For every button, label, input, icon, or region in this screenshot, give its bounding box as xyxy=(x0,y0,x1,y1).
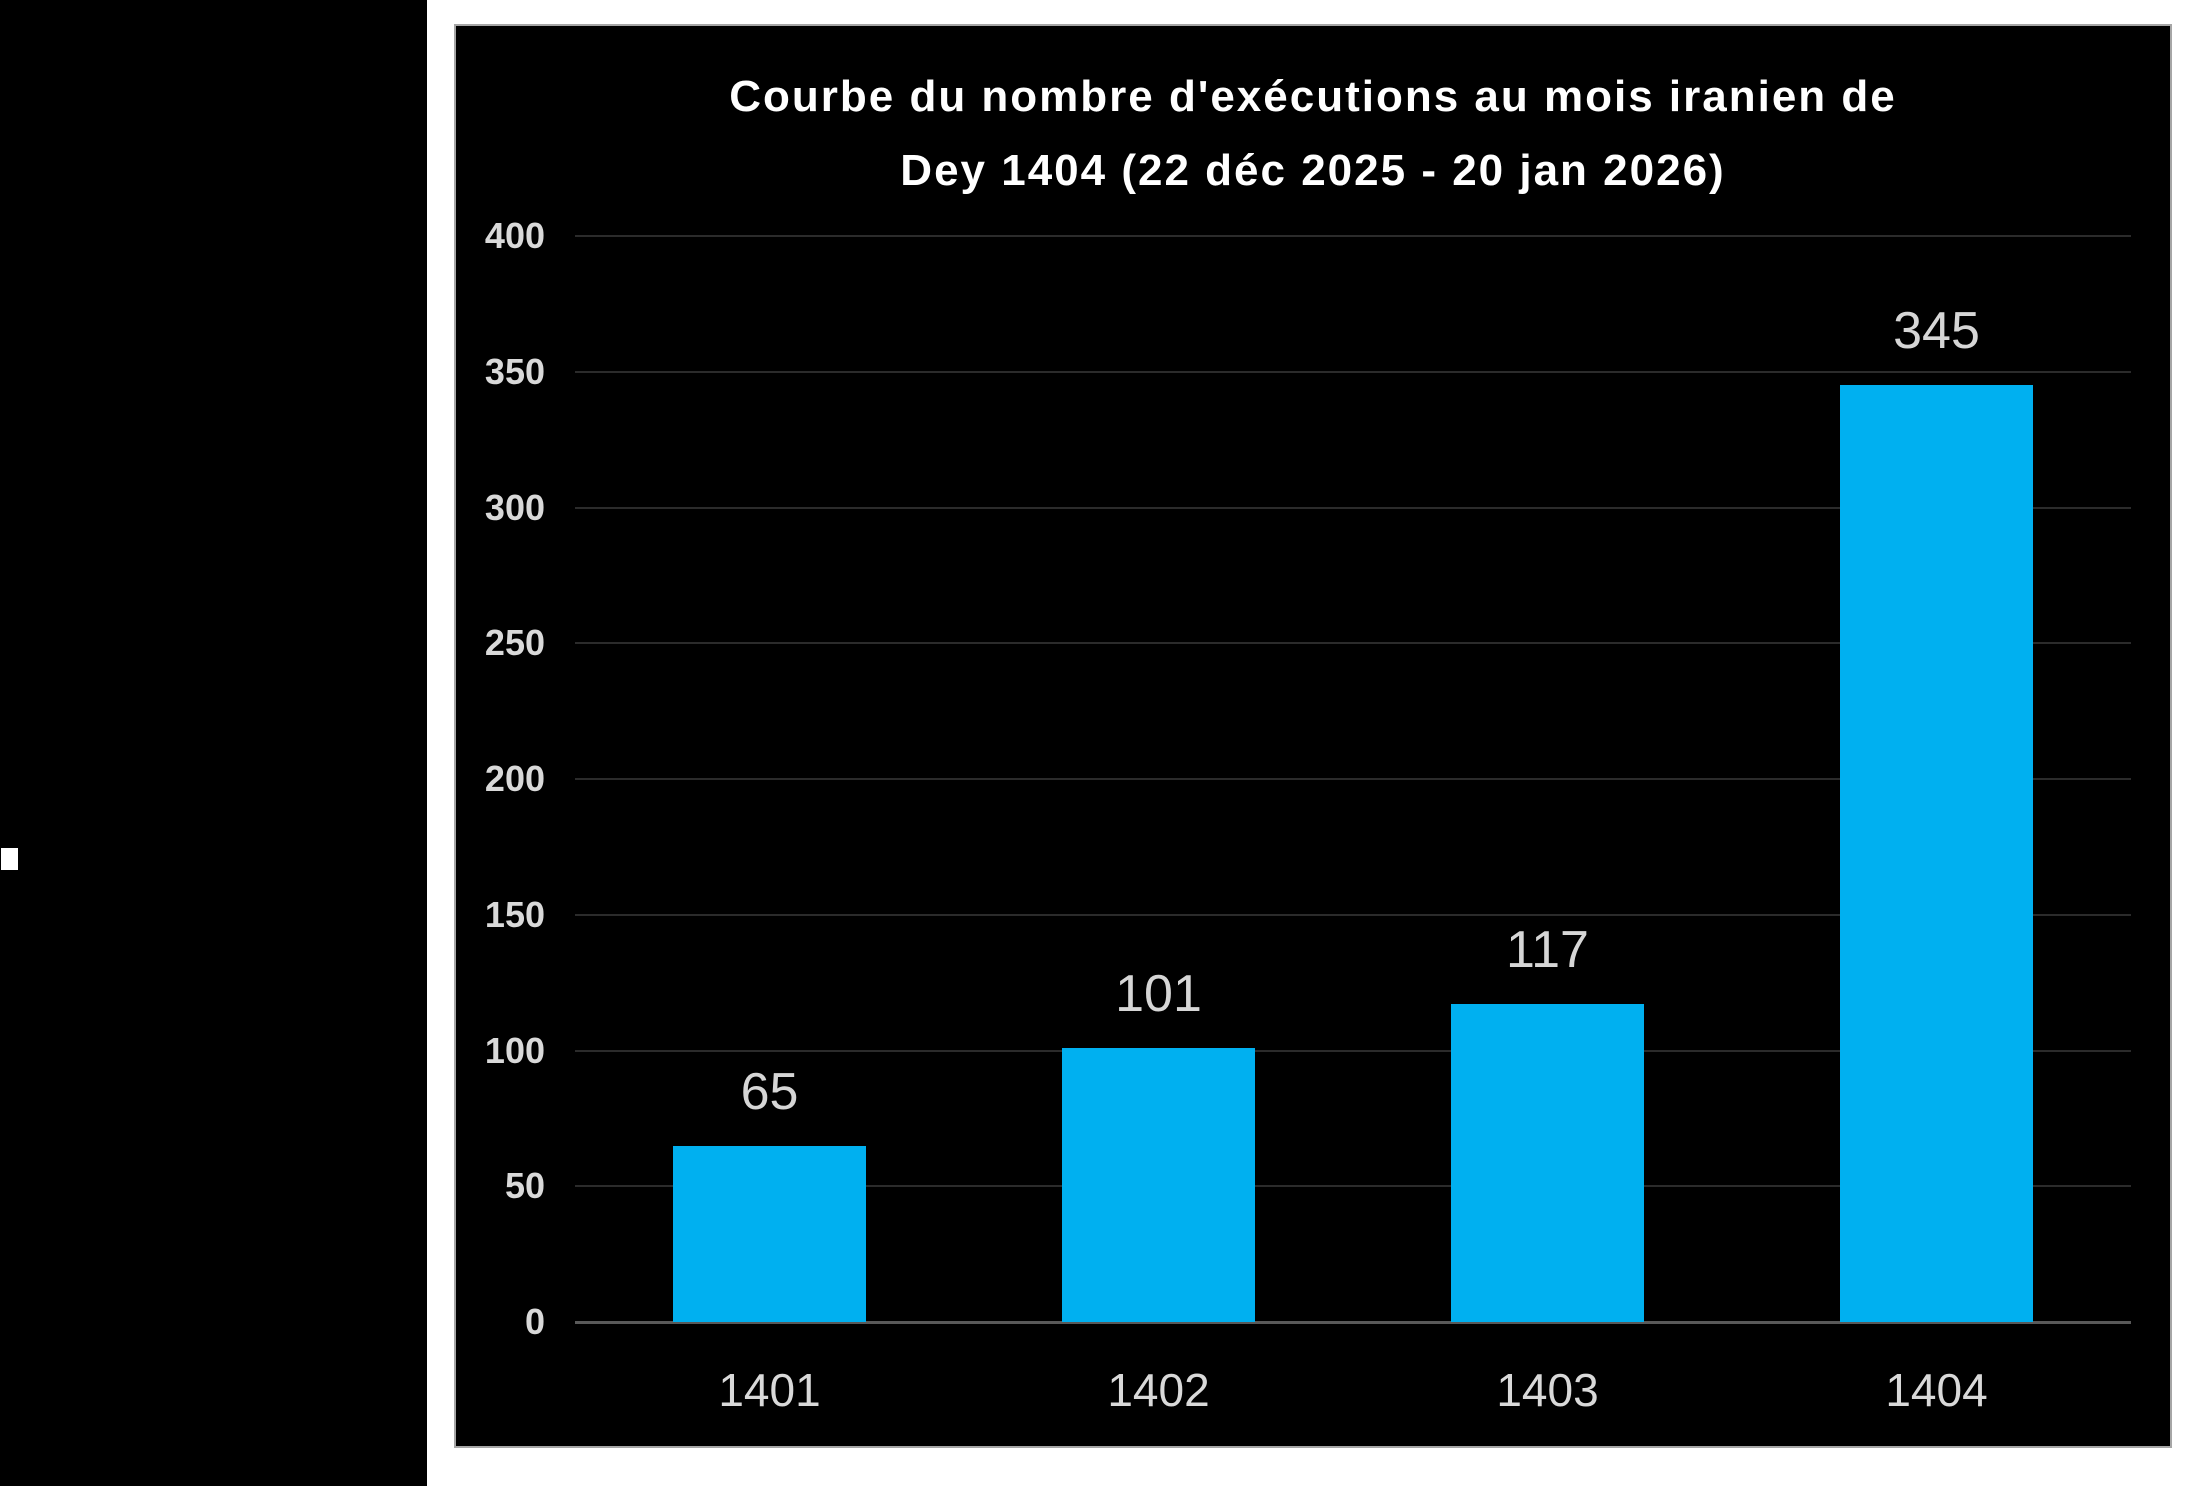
chart-title: Courbe du nombre d'exécutions au mois ir… xyxy=(456,60,2170,208)
chart-title-line-2: Dey 1404 (22 déc 2025 - 20 jan 2026) xyxy=(900,146,1726,195)
chart-title-line-1: Courbe du nombre d'exécutions au mois ir… xyxy=(729,72,1897,121)
y-tick-label: 200 xyxy=(484,758,545,799)
gridline xyxy=(575,235,2131,237)
y-tick-label: 250 xyxy=(484,622,545,664)
gridline xyxy=(575,506,2131,509)
x-category-label: 1402 xyxy=(1107,1364,1210,1416)
bar-value-label: 65 xyxy=(740,1062,799,1121)
bar-1402 xyxy=(1062,1047,1255,1322)
plot-area: 0 50 100 150 200 250 300 350 400 65 1401 101 1402 117… xyxy=(485,218,2131,1416)
bar-1404 xyxy=(1840,385,2033,1322)
y-tick-label: 350 xyxy=(484,350,545,392)
bar-value-label: 117 xyxy=(1506,921,1589,980)
x-category-label: 1404 xyxy=(1885,1364,1988,1416)
x-category-label: 1403 xyxy=(1496,1364,1599,1416)
x-category-label: 1401 xyxy=(718,1364,821,1416)
bar-value-label: 101 xyxy=(1115,964,1202,1023)
bar-value-label: 345 xyxy=(1893,302,1980,361)
gridline xyxy=(575,1185,2131,1188)
bar-1401 xyxy=(673,1145,866,1322)
y-tick-label: 100 xyxy=(484,1029,545,1071)
gridline xyxy=(575,913,2131,916)
gridline xyxy=(575,1049,2131,1052)
gridline xyxy=(575,778,2131,780)
chart-panel: Courbe du nombre d'exécutions au mois ir… xyxy=(454,24,2172,1448)
gridline xyxy=(575,370,2131,373)
y-tick-label: 50 xyxy=(504,1165,545,1207)
y-tick-label: 0 xyxy=(524,1301,545,1342)
gridline xyxy=(575,642,2131,645)
left-black-strip xyxy=(0,0,427,1486)
x-axis-line xyxy=(575,1320,2131,1324)
bar-1403 xyxy=(1451,1004,1644,1322)
white-square-marker xyxy=(1,848,18,870)
y-tick-label: 150 xyxy=(484,893,545,935)
y-tick-label: 400 xyxy=(484,215,545,256)
y-tick-label: 300 xyxy=(484,486,545,528)
